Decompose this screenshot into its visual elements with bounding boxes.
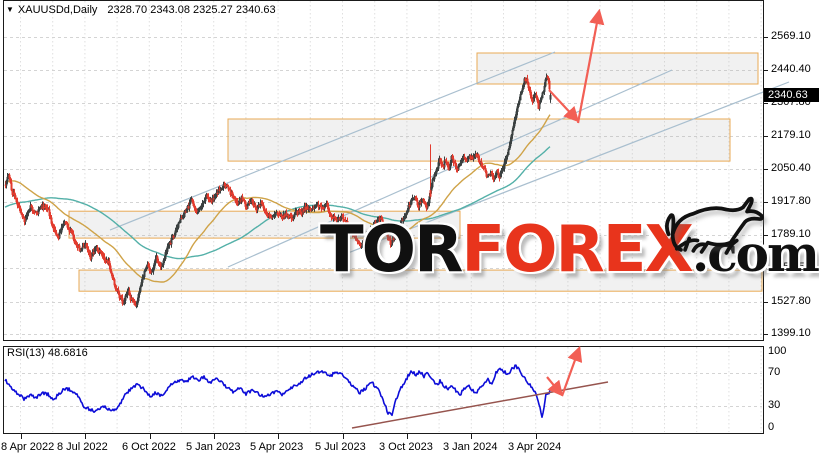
rsi-line [4, 364, 551, 419]
sr-zone [78, 269, 763, 292]
trend-channel-line[interactable] [109, 51, 556, 231]
sr-zone [476, 52, 759, 85]
rsi-axis-label: 30 [768, 399, 781, 411]
price-axis-label: 1789.10 [771, 228, 811, 240]
time-axis-label: 3 Apr 2024 [508, 441, 562, 453]
price-axis-label: 2569.10 [771, 30, 811, 42]
watermark: TORFOREX.com [320, 218, 819, 283]
time-axis-label: 5 Jan 2023 [186, 441, 241, 453]
price-axis-label: 1399.10 [771, 327, 811, 339]
rsi-indicator-label: RSI(13) 48.6816 [7, 347, 88, 359]
chart-symbol-timeframe: XAUUSDd,Daily [17, 4, 98, 16]
price-axis-label: 1656.50 [771, 261, 811, 273]
watermark-com: .com [691, 224, 819, 283]
rsi-axis-label: 70 [768, 366, 781, 378]
rsi-axis-label: 100 [768, 345, 787, 357]
time-axis-label: 5 Jul 2023 [315, 441, 366, 453]
time-axis-label: 3 Oct 2023 [379, 441, 433, 453]
chart-ohlc-values: 2328.70 2343.08 2325.27 2340.63 [107, 4, 276, 16]
bull-icon [665, 196, 764, 255]
forecast-arrow[interactable] [560, 345, 583, 397]
price-axis-label: 1917.80 [771, 195, 811, 207]
watermark-tor: TOR [320, 213, 463, 287]
forecast-arrow[interactable] [576, 8, 605, 124]
down-candle-bodies [4, 77, 551, 306]
time-axis-label: 3 Jan 2024 [443, 441, 498, 453]
time-axis-label: 8 Apr 2022 [1, 441, 55, 453]
symbol-dropdown-icon[interactable]: ▼ [6, 5, 14, 14]
price-axis-label: 2050.40 [771, 162, 811, 174]
time-axis-label: 6 Oct 2022 [122, 441, 176, 453]
chart-header: ▼ XAUUSDd,Daily 2328.70 2343.08 2325.27 23… [6, 4, 276, 16]
price-axis-label: 1527.80 [771, 295, 811, 307]
forecast-arrow[interactable] [548, 89, 580, 123]
current-price-tag: 2340.63 [764, 88, 819, 102]
price-axis-label: 2440.40 [771, 63, 811, 75]
time-axis-label: 5 Apr 2023 [250, 441, 304, 453]
rsi-axis-label: 0 [768, 421, 775, 433]
price-axis-label: 2179.10 [771, 129, 811, 141]
time-axis-label: 8 Jul 2022 [57, 441, 108, 453]
fast-ma-line [4, 114, 551, 283]
forecast-arrow[interactable] [546, 376, 564, 397]
watermark-forex: FOREX [461, 213, 693, 287]
